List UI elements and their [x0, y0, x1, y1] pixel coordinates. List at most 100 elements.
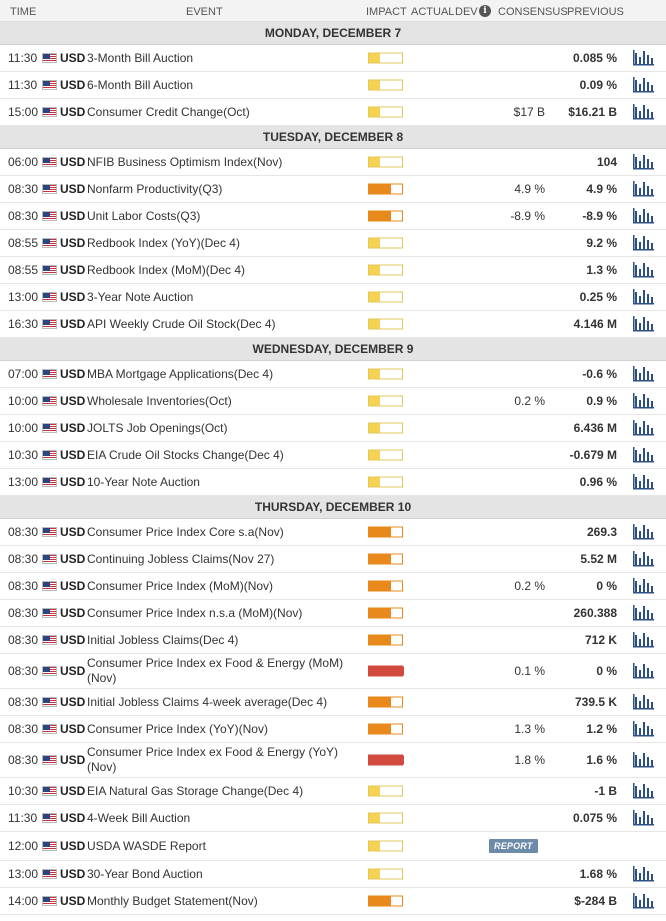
event-row[interactable]: 08:30 USD Continuing Jobless Claims(Nov 27… [0, 546, 666, 573]
header-event[interactable]: EVENT [186, 6, 223, 18]
event-row[interactable]: 08:30 USD Nonfarm Productivity(Q3) 4.9 % 4.9… [0, 176, 666, 203]
event-row[interactable]: 14:00 USD Monthly Budget Statement(Nov) $-2… [0, 888, 666, 915]
event-row[interactable]: 08:30 USD Consumer Price Index (MoM)(Nov) 0… [0, 573, 666, 600]
event-name[interactable]: Monthly Budget Statement(Nov) [87, 894, 258, 908]
bar-chart-icon[interactable] [632, 234, 654, 252]
event-name[interactable]: Redbook Index (MoM)(Dec 4) [87, 263, 246, 277]
event-row[interactable]: 11:30 USD 6-Month Bill Auction 0.09 % [0, 72, 666, 99]
bar-chart-icon[interactable] [632, 550, 654, 568]
bar-chart-icon[interactable] [632, 865, 654, 883]
event-row[interactable]: 13:00 USD 10-Year Note Auction 0.96 % [0, 469, 666, 496]
bar-chart-icon[interactable] [632, 693, 654, 711]
impact-fill [369, 53, 380, 63]
event-name[interactable]: 4-Week Bill Auction [87, 811, 191, 825]
header-impact[interactable]: IMPACT [366, 6, 407, 18]
event-name[interactable]: 30-Year Bond Auction [87, 867, 203, 881]
event-row[interactable]: 10:00 USD JOLTS Job Openings(Oct) 6.436 M [0, 415, 666, 442]
event-row[interactable]: 15:00 USD Consumer Credit Change(Oct) $17 B… [0, 99, 666, 126]
event-row[interactable]: 10:00 USD Wholesale Inventories(Oct) 0.2 % 0… [0, 388, 666, 415]
event-name[interactable]: 10-Year Note Auction [87, 475, 200, 489]
event-name[interactable]: Consumer Price Index (YoY)(Nov) [87, 722, 268, 736]
event-row[interactable]: 08:30 USD Consumer Price Index n.s.a (MoM)… [0, 600, 666, 627]
bar-chart-icon[interactable] [632, 288, 654, 306]
bar-chart-icon[interactable] [632, 180, 654, 198]
bar-chart-icon[interactable] [632, 419, 654, 437]
event-name[interactable]: 3-Month Bill Auction [87, 51, 194, 65]
bar-chart-icon[interactable] [632, 523, 654, 541]
bar-chart-icon[interactable] [632, 782, 654, 800]
event-row[interactable]: 08:30 USD Consumer Price Index (YoY)(Nov) 1… [0, 716, 666, 743]
event-name[interactable]: Wholesale Inventories(Oct) [87, 394, 232, 408]
event-name[interactable]: Consumer Price Index ex Food & Energy (Y… [87, 745, 339, 774]
us-flag-icon [42, 477, 57, 487]
event-name[interactable]: EIA Natural Gas Storage Change(Dec 4) [87, 784, 304, 798]
bar-chart-icon[interactable] [632, 392, 654, 410]
event-name[interactable]: JOLTS Job Openings(Oct) [87, 421, 228, 435]
bar-chart-icon[interactable] [632, 261, 654, 279]
header-dev[interactable]: DEV [455, 6, 478, 18]
bar-chart-icon[interactable] [632, 720, 654, 738]
info-icon[interactable]: i [479, 5, 491, 17]
header-consensus[interactable]: CONSENSUS [498, 6, 568, 18]
previous-value: 104 [596, 155, 617, 169]
event-name[interactable]: Redbook Index (YoY)(Dec 4) [87, 236, 240, 250]
event-name[interactable]: Continuing Jobless Claims(Nov 27) [87, 552, 275, 566]
bar-chart-icon[interactable] [632, 365, 654, 383]
bar-chart-icon[interactable] [632, 892, 654, 910]
event-row[interactable]: 08:30 USD Initial Jobless Claims(Dec 4) 712… [0, 627, 666, 654]
event-name[interactable]: Consumer Credit Change(Oct) [87, 105, 250, 119]
header-actual[interactable]: ACTUAL [411, 6, 455, 18]
event-name[interactable]: Nonfarm Productivity(Q3) [87, 182, 223, 196]
bar-chart-icon[interactable] [632, 631, 654, 649]
event-name[interactable]: Unit Labor Costs(Q3) [87, 209, 201, 223]
event-name[interactable]: Initial Jobless Claims(Dec 4) [87, 633, 239, 647]
event-row[interactable]: 16:30 USD API Weekly Crude Oil Stock(Dec 4… [0, 311, 666, 338]
event-row[interactable]: 11:30 USD 3-Month Bill Auction 0.085 % [0, 45, 666, 72]
bar-chart-icon[interactable] [632, 315, 654, 333]
event-name[interactable]: Consumer Price Index n.s.a (MoM)(Nov) [87, 606, 303, 620]
event-row[interactable]: 08:30 USD Consumer Price Index ex Food & E… [0, 743, 666, 778]
event-name[interactable]: 3-Year Note Auction [87, 290, 194, 304]
report-badge[interactable]: REPORT [489, 839, 538, 853]
header-time[interactable]: TIME [10, 6, 37, 18]
event-name[interactable]: Consumer Price Index Core s.a(Nov) [87, 525, 284, 539]
event-row[interactable]: 08:55 USD Redbook Index (YoY)(Dec 4) 9.2 % [0, 230, 666, 257]
table-header: TIME EVENT IMPACT ACTUAL DEV i CONSENSUS… [0, 0, 666, 22]
event-row[interactable]: 11:30 USD 4-Week Bill Auction 0.075 % [0, 805, 666, 832]
event-row[interactable]: 10:30 USD EIA Crude Oil Stocks Change(Dec … [0, 442, 666, 469]
bar-chart-icon[interactable] [632, 207, 654, 225]
event-row[interactable]: 06:00 USD NFIB Business Optimism Index(Nov… [0, 149, 666, 176]
event-currency: USD [60, 51, 86, 65]
event-row[interactable]: 10:30 USD EIA Natural Gas Storage Change(D… [0, 778, 666, 805]
event-name[interactable]: 6-Month Bill Auction [87, 78, 194, 92]
header-previous[interactable]: PREVIOUS [567, 6, 624, 18]
bar-chart-icon[interactable] [632, 49, 654, 67]
event-row[interactable]: 08:30 USD Consumer Price Index Core s.a(No… [0, 519, 666, 546]
event-name[interactable]: NFIB Business Optimism Index(Nov) [87, 155, 283, 169]
bar-chart-icon[interactable] [632, 473, 654, 491]
event-row[interactable]: 08:55 USD Redbook Index (MoM)(Dec 4) 1.3 % [0, 257, 666, 284]
bar-chart-icon[interactable] [632, 76, 654, 94]
event-name[interactable]: API Weekly Crude Oil Stock(Dec 4) [87, 317, 276, 331]
bar-chart-icon[interactable] [632, 153, 654, 171]
bar-chart-icon[interactable] [632, 751, 654, 769]
event-row[interactable]: 07:00 USD MBA Mortgage Applications(Dec 4)… [0, 361, 666, 388]
event-name[interactable]: MBA Mortgage Applications(Dec 4) [87, 367, 274, 381]
event-name[interactable]: EIA Crude Oil Stocks Change(Dec 4) [87, 448, 284, 462]
event-row[interactable]: 08:30 USD Unit Labor Costs(Q3) -8.9 % -8.9 % [0, 203, 666, 230]
bar-chart-icon[interactable] [632, 662, 654, 680]
event-name[interactable]: Consumer Price Index (MoM)(Nov) [87, 579, 274, 593]
event-row[interactable]: 12:00 USD USDA WASDE Report REPORT [0, 832, 666, 861]
bar-chart-icon[interactable] [632, 809, 654, 827]
bar-chart-icon[interactable] [632, 577, 654, 595]
event-row[interactable]: 13:00 USD 3-Year Note Auction 0.25 % [0, 284, 666, 311]
event-row[interactable]: 08:30 USD Initial Jobless Claims 4-week av… [0, 689, 666, 716]
event-row[interactable]: 08:30 USD Consumer Price Index ex Food & E… [0, 654, 666, 689]
bar-chart-icon[interactable] [632, 103, 654, 121]
event-row[interactable]: 13:00 USD 30-Year Bond Auction 1.68 % [0, 861, 666, 888]
bar-chart-icon[interactable] [632, 604, 654, 622]
event-name[interactable]: USDA WASDE Report [87, 839, 206, 853]
bar-chart-icon[interactable] [632, 446, 654, 464]
event-name[interactable]: Consumer Price Index ex Food & Energy (M… [87, 656, 344, 685]
event-name[interactable]: Initial Jobless Claims 4-week average(De… [87, 695, 328, 709]
